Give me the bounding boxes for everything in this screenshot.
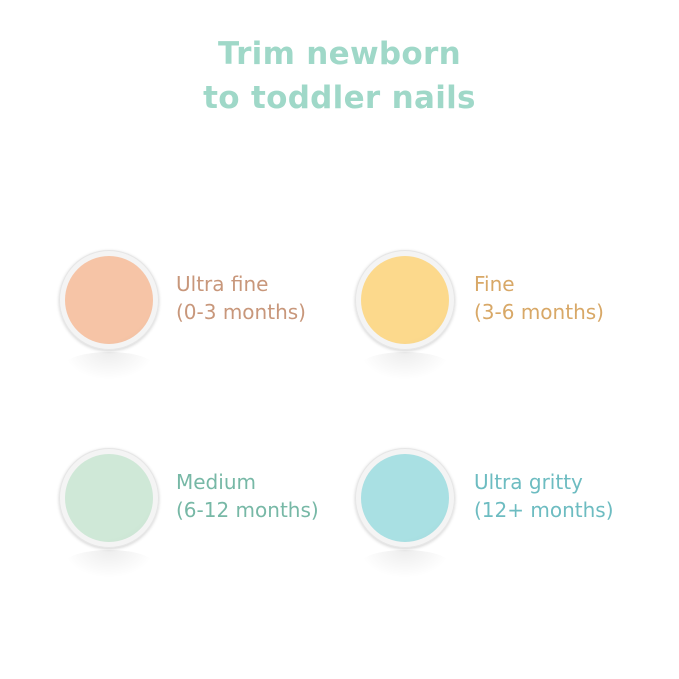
headline-line-2: to toddler nails [203,80,476,116]
pad-reflection [360,550,450,578]
pad-reflection [64,550,154,578]
fine-label: Fine (3-6 months) [474,270,604,326]
age-range: (6-12 months) [176,498,319,522]
grit-name: Ultra fine [176,272,269,296]
ultra-fine-label: Ultra fine (0-3 months) [176,270,306,326]
ultra-gritty-label: Ultra gritty (12+ months) [474,468,614,524]
age-range: (12+ months) [474,498,614,522]
grit-name: Fine [474,272,515,296]
pad-reflection [360,352,450,380]
pad-reflection [64,352,154,380]
fine-pad [355,250,455,350]
grit-name: Ultra gritty [474,470,583,494]
pad-surface [65,256,153,344]
medium-label: Medium (6-12 months) [176,468,319,524]
pad-surface [361,454,449,542]
pad-surface [65,454,153,542]
headline-line-1: Trim newborn [218,36,461,72]
age-range: (0-3 months) [176,300,306,324]
headline: Trim newborn to toddler nails [0,32,679,120]
ultra-fine-pad [59,250,159,350]
pad-surface [361,256,449,344]
grit-name: Medium [176,470,256,494]
medium-pad [59,448,159,548]
age-range: (3-6 months) [474,300,604,324]
ultra-gritty-pad [355,448,455,548]
